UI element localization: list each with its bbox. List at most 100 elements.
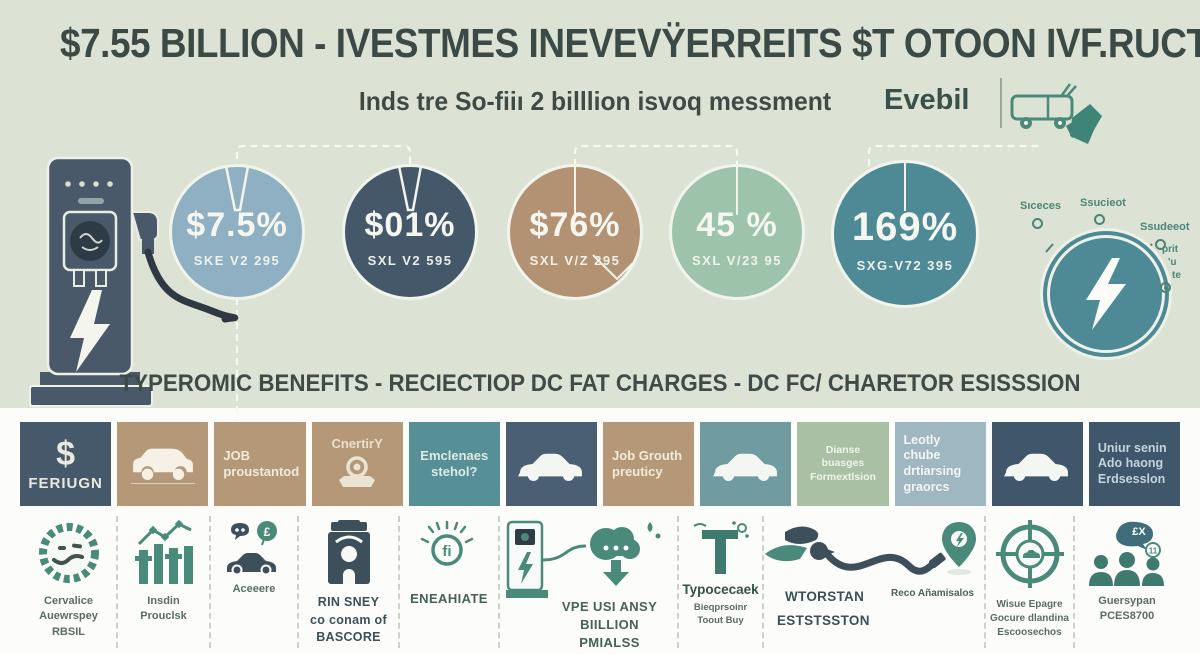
item-typocecaek: Typocecaek Bieqprsoinr Toout Buy [678,508,764,654]
stat-circle-3: $76% SXL V/Z 295 [507,164,643,300]
tile-uniur: Uniur senin Ado haong Erdsesslon [1088,422,1181,506]
tile-line: drtiarsing [903,464,962,478]
stat-label: SXG-V72 395 [856,258,954,273]
bubble2-text: 11 [1149,547,1158,556]
tile-line: stehol? [431,464,478,479]
item-line: Prouclsk [140,610,187,623]
tile-line: Ado haong [1097,456,1164,471]
item-line: VPE USI ANSY [561,599,658,614]
badge-side-label-1: prit [1162,244,1179,255]
item-line: Wisue Epagre [996,599,1063,610]
item-line: Escoosechos [997,627,1062,638]
car-chat-icon: £ [227,521,277,576]
coin-text: fi [442,543,451,560]
tile-row: $ FERIUGN JOB proustantod CnertirY Emclen… [20,422,1181,506]
badge-dot-2 [1094,214,1105,225]
stat-label: SKE V2 295 [193,253,281,268]
tile-line: Leotly chube [903,432,941,463]
pointer-line [904,163,906,211]
badge-dot-4 [1160,282,1171,293]
stat-label: SXL V/23 95 [692,253,782,268]
bottom-icon-row: Cervalice Auewrspey RBSIL Insdin Prouclsk [20,508,1180,654]
item-line: RBSIL [51,625,85,638]
stat-circle-4: 45 % SXL V/23 95 [669,164,805,300]
bar-chart-trend-icon [134,520,193,584]
tile-cnertiry: CnertirY [311,422,403,506]
tile-dianse: Dianse buasges Formextlsion [797,422,889,506]
stat-circle-1: $7.5% SKE V2 295 [169,164,305,300]
tile-line: JOB [223,447,251,463]
item-line: Aceeere [232,583,276,595]
bubble-text: £X [1132,526,1146,538]
stat-circle-2: $01% SXL V2 595 [342,164,478,300]
tile-car-2 [700,422,792,506]
item-rin-sney: RIN SNEY co conam of BASCORE [298,508,400,654]
tile-job: JOB proustantod [214,422,306,506]
badge-label-2: Ssucieot [1080,197,1126,209]
lightning-badge [1040,228,1172,360]
stat-circle-5: 169% SXG-V72 395 [831,160,979,308]
bent-line [591,254,634,281]
item-line: Toout Buy [697,615,744,627]
badge-label-3: Ssudeeot [1140,221,1190,233]
item-line: PMIALSS [579,635,640,651]
gear-badge-icon [38,523,99,583]
tile-line: Erdsesslon [1097,471,1166,486]
people-chat-icon: £X 11 [1089,521,1164,586]
item-guersypan: £X 11 Guersypan PCES8700 [1074,508,1180,654]
item-wtorstan: WTORSTAN ESTSTSSTON Reco Añamisalos [763,508,986,654]
tile-feriugn: $ FERIUGN [20,422,112,506]
page-title: $7.55 BILLION - IVESTMES INEVEVŸERREITS … [60,20,1200,66]
tile-car-3 [991,422,1083,506]
item-aceeere: £ Aceeere [210,508,299,654]
badge-dot-3 [1155,239,1166,250]
target-car-icon [995,520,1064,588]
benefits-banner: TYPEROMIC BENEFITS - RECIECTIOP DC FAT C… [119,370,1081,397]
bird-cable-pin-icon [765,522,976,575]
pin-label: Reco Añamisalos [891,588,974,599]
charger-cloud-icon [505,520,660,598]
brand-name: Evebil [884,84,970,116]
tile-line: proustantod [223,464,300,479]
tile-line: Uniur senin [1097,440,1167,455]
item-vpe-billion: VPE USI ANSY BIILLION PMIALSS [499,508,679,654]
dollar-sign-icon: $ [56,434,76,473]
item-line: Gocure dlandina [990,613,1069,624]
item-eneahiate: fi ENEAHIATE [399,508,500,654]
item-insdin: Insdin Prouclsk [117,508,211,654]
item-wisue: Wisue Epagre Gocure dlandina Escoosechos [985,508,1075,654]
item-line: Cervalice [44,595,93,607]
badge-dot-1 [1032,218,1043,229]
bin-icon [327,520,370,584]
tile-label: FERIUGN [28,474,103,492]
item-line: ENEAHIATE [410,591,488,606]
item-cervalice: Cervalice Auewrspey RBSIL [20,508,118,654]
car-icon [712,453,777,482]
item-line: WTORSTAN [785,589,865,604]
page-subtitle: Inds tre So-fiiı 2 billlion isvoq messme… [358,86,832,116]
tile-line: Formextlsion [809,470,876,483]
tile-job-grouth: Job Grouth preuticy [603,422,695,506]
brand-divider [1000,78,1002,128]
tile-minivan [117,422,209,506]
item-line: ESTSTSSTON [777,613,870,628]
stat-value: $01% [364,206,456,244]
item-line: RIN SNEY [317,595,380,609]
minivan-icon [132,448,193,480]
item-line: BIILLION [580,617,639,633]
badge-side-label-3: te [1172,270,1181,281]
stat-value: 169% [851,205,959,249]
tile-line: graorcs [903,479,950,494]
item-line: PCES8700 [1099,610,1155,623]
stat-label: SXL V/Z 295 [529,253,621,268]
pointer-line [736,167,738,215]
lightning-bolt-icon [1086,258,1126,330]
badge-side-label-2: 'u [1168,257,1177,268]
tile-line: Dianse buasges [821,444,865,470]
item-title: Typocecaek [682,582,759,597]
t-post-icon [692,521,749,574]
pointer-line [574,167,576,215]
tile-emclenaes: Emclenaes stehol? [408,422,500,506]
tile-car-1 [505,422,598,506]
